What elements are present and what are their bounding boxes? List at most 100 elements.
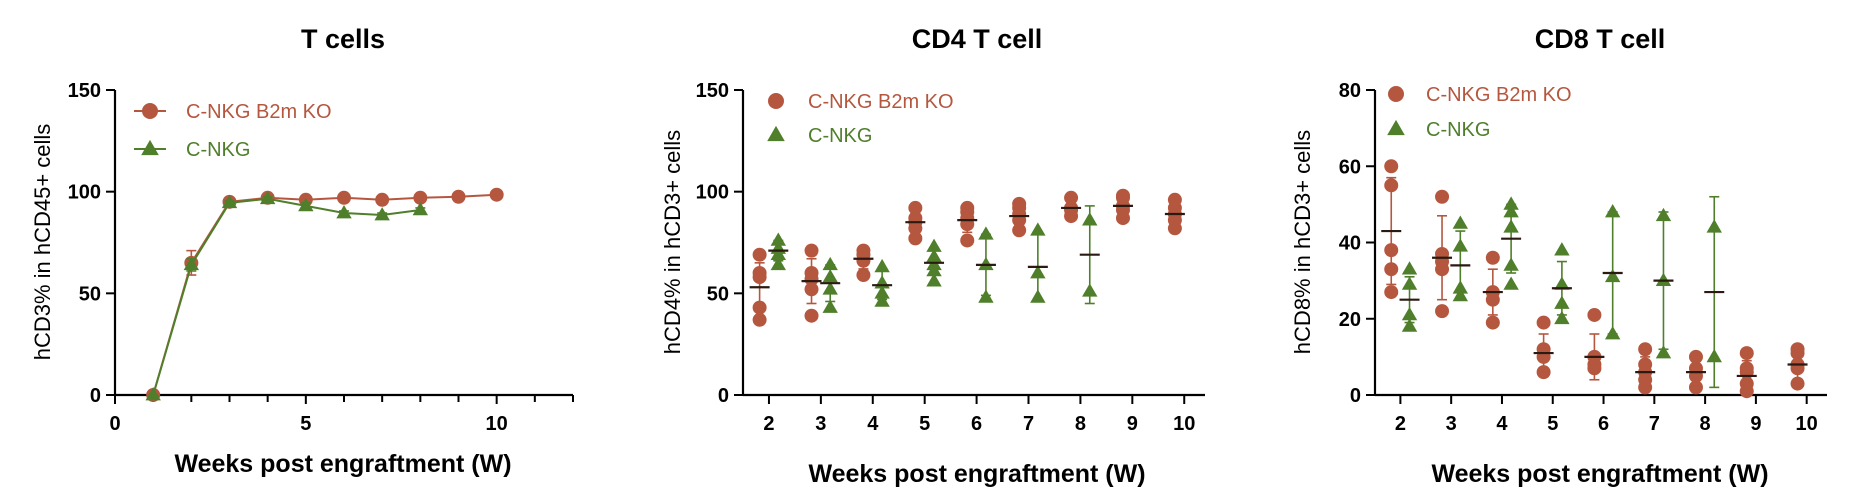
x-tick-label: 6 bbox=[971, 413, 982, 435]
x-tick-label: 7 bbox=[1023, 413, 1034, 435]
y-tick-label: 150 bbox=[696, 80, 729, 102]
x-tick-label: 7 bbox=[1649, 413, 1660, 435]
data-point bbox=[874, 258, 890, 273]
group-week-6 bbox=[1584, 307, 1605, 381]
x-tick-label: 5 bbox=[1547, 413, 1558, 435]
data-point bbox=[752, 312, 767, 327]
group-week-8 bbox=[1685, 349, 1706, 395]
data-point bbox=[1503, 257, 1519, 271]
series-nkg bbox=[768, 205, 1100, 313]
legend-marker-triangle bbox=[141, 139, 159, 156]
data-point bbox=[752, 300, 767, 315]
chart-panel-3: CD8 T cell 0 20 40 60 80 2 3 4 5 6 7 8 9 10 Weeks post … bbox=[1290, 24, 1827, 488]
chart-panel-2: CD4 T cell 0 50 100 150 2 3 4 5 6 7 8 9 10 Weeks post … bbox=[660, 24, 1205, 488]
x-tick-label: 8 bbox=[1700, 413, 1711, 435]
data-point bbox=[1064, 190, 1079, 205]
data-point bbox=[1082, 212, 1098, 226]
legend-item-b2m: C-NKG B2m KO bbox=[1388, 84, 1572, 106]
data-point bbox=[874, 275, 890, 289]
data-point bbox=[1384, 262, 1399, 277]
data-point bbox=[1638, 357, 1653, 372]
data-point bbox=[1638, 342, 1653, 357]
data-point bbox=[412, 201, 429, 216]
series-nkg bbox=[145, 190, 429, 401]
data-point bbox=[1452, 238, 1469, 252]
data-point bbox=[822, 299, 838, 313]
data-point bbox=[1604, 204, 1621, 218]
group-week-3 bbox=[1450, 215, 1471, 302]
data-point bbox=[1655, 345, 1672, 359]
data-point bbox=[1655, 207, 1672, 222]
chart-title: T cells bbox=[301, 24, 385, 54]
x-tick-label: 10 bbox=[486, 413, 508, 435]
group-week-5 bbox=[924, 238, 945, 287]
data-point bbox=[1435, 189, 1450, 204]
x-tick-label: 10 bbox=[1796, 413, 1818, 435]
data-point bbox=[145, 387, 161, 401]
legend-marker-circle bbox=[142, 103, 158, 119]
legend-label: C-NKG B2m KO bbox=[186, 101, 332, 123]
y-axis-label: hCD4% in hCD3+ cells bbox=[660, 130, 685, 354]
chart-panel-1: T cells 0 50 100 150 0 5 10 Weeks post engraftme… bbox=[30, 24, 574, 478]
data-point bbox=[489, 187, 504, 202]
legend-marker-circle bbox=[768, 93, 784, 109]
data-point bbox=[1384, 178, 1399, 193]
data-point bbox=[978, 226, 994, 240]
data-point bbox=[1485, 315, 1500, 330]
data-point bbox=[1384, 159, 1399, 174]
group-week-4 bbox=[1482, 250, 1503, 330]
data-point bbox=[1739, 376, 1754, 391]
x-tick-label: 0 bbox=[109, 413, 120, 435]
legend-label: C-NKG bbox=[1426, 119, 1490, 141]
group-week-8 bbox=[1079, 205, 1100, 305]
x-tick-label: 8 bbox=[1075, 413, 1086, 435]
group-week-10 bbox=[1787, 342, 1808, 391]
legend-label: C-NKG B2m KO bbox=[808, 91, 954, 113]
series-b2m bbox=[749, 188, 1185, 327]
x-tick-label: 2 bbox=[1395, 413, 1406, 435]
data-point bbox=[1082, 283, 1098, 297]
data-point bbox=[856, 243, 871, 258]
legend-label: C-NKG B2m KO bbox=[1426, 84, 1572, 106]
y-axis-label: hCD8% in hCD3+ cells bbox=[1290, 130, 1315, 354]
y-tick-label: 50 bbox=[79, 283, 101, 305]
data-point bbox=[1554, 276, 1570, 290]
y-tick-label: 20 bbox=[1339, 309, 1361, 331]
x-tick-label: 9 bbox=[1127, 413, 1138, 435]
data-point bbox=[874, 293, 890, 307]
x-axis-label: Weeks post engraftment (W) bbox=[1431, 460, 1768, 488]
data-point bbox=[1384, 285, 1399, 300]
data-point bbox=[926, 273, 942, 287]
data-point bbox=[874, 285, 890, 299]
y-tick-label: 100 bbox=[696, 182, 729, 204]
data-point bbox=[1739, 346, 1754, 361]
data-point bbox=[375, 192, 390, 207]
data-point bbox=[1452, 280, 1469, 294]
y-tick-label: 50 bbox=[707, 283, 729, 305]
group-week-3 bbox=[820, 256, 841, 313]
group-week-5 bbox=[1551, 242, 1572, 325]
data-point bbox=[1012, 196, 1027, 211]
data-point bbox=[1790, 342, 1805, 357]
data-point bbox=[1435, 304, 1450, 319]
data-point bbox=[978, 256, 994, 271]
legend-item-nkg: C-NKG bbox=[767, 125, 872, 147]
data-point bbox=[1401, 318, 1418, 332]
x-tick-label: 2 bbox=[763, 413, 774, 435]
chart-title: CD8 T cell bbox=[1535, 24, 1666, 54]
data-point bbox=[337, 190, 351, 205]
group-week-8 bbox=[1061, 190, 1082, 224]
y-tick-label: 150 bbox=[68, 80, 101, 102]
legend-label: C-NKG bbox=[808, 125, 872, 147]
y-tick-label: 80 bbox=[1339, 80, 1361, 102]
series-line bbox=[152, 197, 421, 396]
legend-marker-triangle bbox=[1387, 119, 1405, 136]
data-point bbox=[336, 205, 352, 219]
group-week-3 bbox=[801, 243, 822, 323]
legend-item-b2m: C-NKG B2m KO bbox=[134, 101, 332, 123]
data-point bbox=[804, 243, 819, 258]
data-point bbox=[770, 256, 786, 271]
series-line bbox=[152, 193, 497, 396]
group-week-4 bbox=[1501, 196, 1522, 290]
